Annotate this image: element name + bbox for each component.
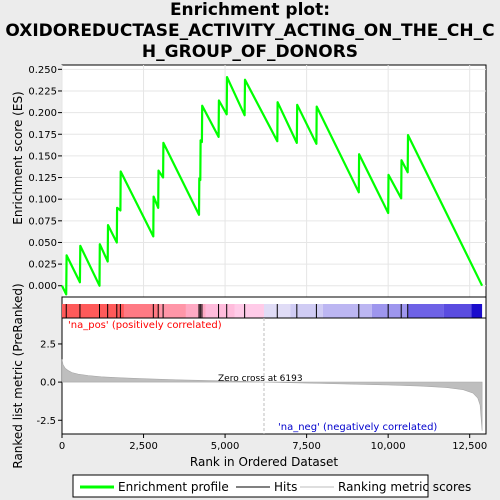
enrichment-profile-line xyxy=(61,75,484,296)
color-bar-segment xyxy=(471,304,483,318)
color-bar-segment xyxy=(123,304,160,318)
metric-y-tick-label: -2.5 xyxy=(36,416,56,427)
es-y-tick-label: 0.000 xyxy=(28,281,57,292)
x-tick-label: 10,000 xyxy=(371,441,406,452)
color-bar-segment xyxy=(205,304,235,318)
legend-enrichment-label: Enrichment profile xyxy=(118,480,229,494)
color-bar-segment xyxy=(185,304,206,318)
color-bar-segment xyxy=(234,304,264,318)
es-y-ticks: 0.000 0.025 0.050 0.075 0.100 0.125 0.150 0.175… xyxy=(28,65,62,292)
color-bar-segment xyxy=(159,304,186,318)
x-tick-label: 2,500 xyxy=(129,441,158,452)
metric-y-tick-label: 0.0 xyxy=(40,378,56,389)
pos-correlated-label: 'na_pos' (positively correlated) xyxy=(68,320,222,331)
legend: Enrichment profile Hits Ranking metric s… xyxy=(72,474,471,498)
color-bar-segment xyxy=(443,304,472,318)
chart-title-line2: OXIDOREDUCTASE_ACTIVITY_ACTING_ON_THE_CH… xyxy=(5,21,495,41)
es-y-tick-label: 0.200 xyxy=(28,108,57,119)
x-tick-label: 5,000 xyxy=(211,441,240,452)
color-bar-segment xyxy=(407,304,444,318)
x-tick-label: 7,500 xyxy=(292,441,321,452)
metric-y-ticks: -2.5 0.0 2.5 xyxy=(36,339,62,427)
color-bar xyxy=(62,304,483,318)
metric-panel-plot xyxy=(61,318,483,434)
es-y-tick-label: 0.025 xyxy=(28,260,57,271)
neg-correlated-label: 'na_neg' (negatively correlated) xyxy=(278,422,437,433)
es-y-tick-label: 0.225 xyxy=(28,86,57,97)
metric-y-tick-label: 2.5 xyxy=(40,339,56,350)
chart-title-line3: H_GROUP_OF_DONORS xyxy=(141,42,359,62)
es-panel-grid xyxy=(61,65,486,297)
es-y-axis-label: Enrichment score (ES) xyxy=(11,91,25,224)
es-y-tick-label: 0.075 xyxy=(28,216,57,227)
legend-metric-label: Ranking metric scores xyxy=(338,480,471,494)
es-y-tick-label: 0.125 xyxy=(28,173,57,184)
es-panel-background xyxy=(61,64,487,298)
metric-y-axis-label: Ranked list metric (PreRanked) xyxy=(11,283,25,468)
legend-hits-label: Hits xyxy=(274,480,297,494)
color-bar-segment xyxy=(290,304,323,318)
es-y-tick-label: 0.150 xyxy=(28,151,57,162)
x-tick-label: 12,500 xyxy=(452,441,487,452)
chart-title-line1: Enrichment plot: xyxy=(169,0,331,20)
es-y-tick-label: 0.175 xyxy=(28,130,57,141)
chart-title: Enrichment plot: OXIDOREDUCTASE_ACTIVITY… xyxy=(0,0,500,63)
es-y-tick-label: 0.050 xyxy=(28,238,57,249)
zero-cross-label: Zero cross at 6193 xyxy=(218,374,303,384)
enrichment-curve-group xyxy=(61,75,484,296)
metric-panel-background xyxy=(61,317,487,435)
x-axis-label: Rank in Ordered Dataset xyxy=(190,455,338,469)
es-y-tick-label: 0.250 xyxy=(28,65,57,76)
color-bar-segment xyxy=(371,304,408,318)
color-bar-segment xyxy=(62,304,124,318)
x-tick-label: 0 xyxy=(59,441,65,452)
color-bar-segment xyxy=(322,304,372,318)
ranking-metric-area xyxy=(61,359,483,431)
legend-box xyxy=(72,474,429,498)
es-y-tick-label: 0.100 xyxy=(28,195,57,206)
x-axis-ticks: 0 2,500 5,000 7,500 10,000 12,500 xyxy=(59,434,487,452)
